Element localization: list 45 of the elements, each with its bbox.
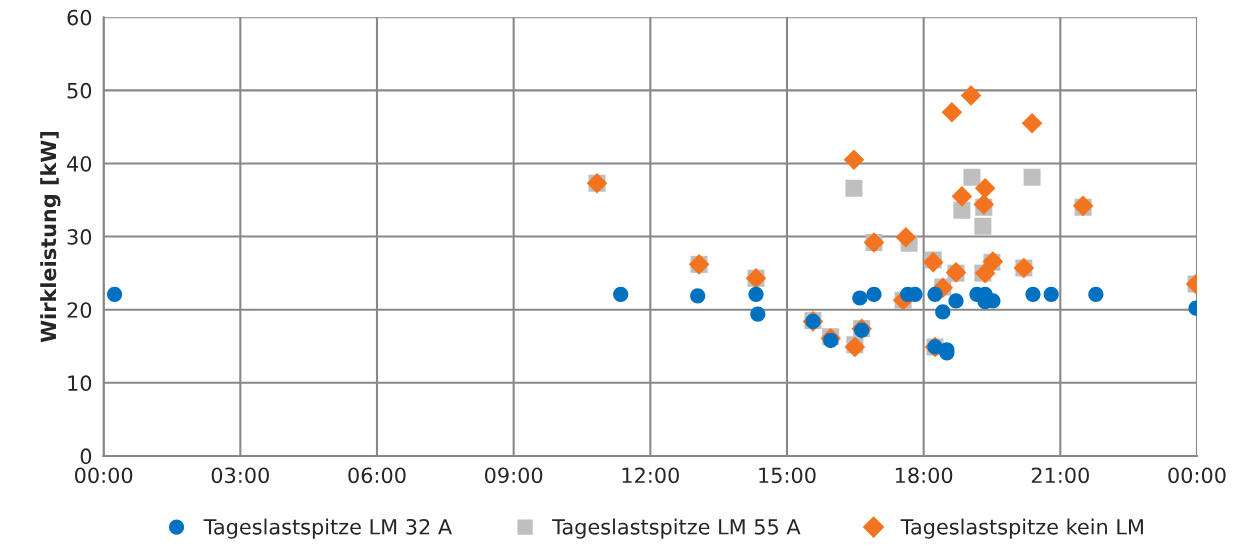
x-tick-label: 09:00 — [485, 467, 543, 484]
x-tick-label: 00:00 — [1168, 467, 1226, 484]
x-tick-label: 06:00 — [348, 467, 406, 484]
point — [935, 304, 951, 320]
point — [960, 85, 982, 106]
x-tick-label: 12:00 — [622, 467, 679, 484]
point — [748, 286, 764, 302]
x-tick-label: 21:00 — [1031, 467, 1089, 484]
point — [951, 186, 973, 207]
y-tick-label: 50 — [67, 82, 92, 99]
y-tick-label: 40 — [67, 155, 92, 172]
x-tick-label: 03:00 — [211, 467, 269, 484]
point — [823, 332, 839, 349]
point — [1025, 286, 1041, 302]
point — [974, 217, 992, 235]
point — [974, 178, 996, 199]
y-tick-label: 30 — [67, 229, 92, 245]
legend-label: Tageslastspitze kein LM — [900, 518, 1143, 539]
y-axis-title: Wirkleistung [kW] — [40, 132, 61, 343]
point — [613, 286, 629, 302]
y-tick-label: 0 — [80, 448, 92, 465]
legend-label: Tageslastspitze LM 55 A — [552, 518, 801, 539]
point — [953, 201, 971, 219]
y-tick-label: 10 — [68, 375, 92, 392]
point — [1043, 286, 1059, 302]
point — [106, 286, 123, 302]
point — [1023, 168, 1041, 186]
point — [1021, 112, 1043, 134]
point — [690, 288, 706, 304]
point — [941, 101, 963, 123]
point — [843, 149, 865, 171]
y-tick-label: 60 — [67, 9, 92, 26]
point — [948, 293, 964, 309]
point — [750, 306, 766, 322]
x-tick-label: 00:00 — [75, 467, 133, 484]
point — [895, 227, 917, 248]
x-tick-label: 18:00 — [895, 467, 953, 484]
point — [852, 290, 868, 306]
y-tick-label: 20 — [67, 302, 92, 318]
point — [1088, 286, 1104, 302]
point — [866, 286, 882, 302]
x-tick-label: 15:00 — [759, 467, 816, 484]
legend-label: Tageslastspitze LM 32 A — [203, 518, 452, 539]
point — [963, 168, 981, 186]
point — [845, 179, 863, 197]
